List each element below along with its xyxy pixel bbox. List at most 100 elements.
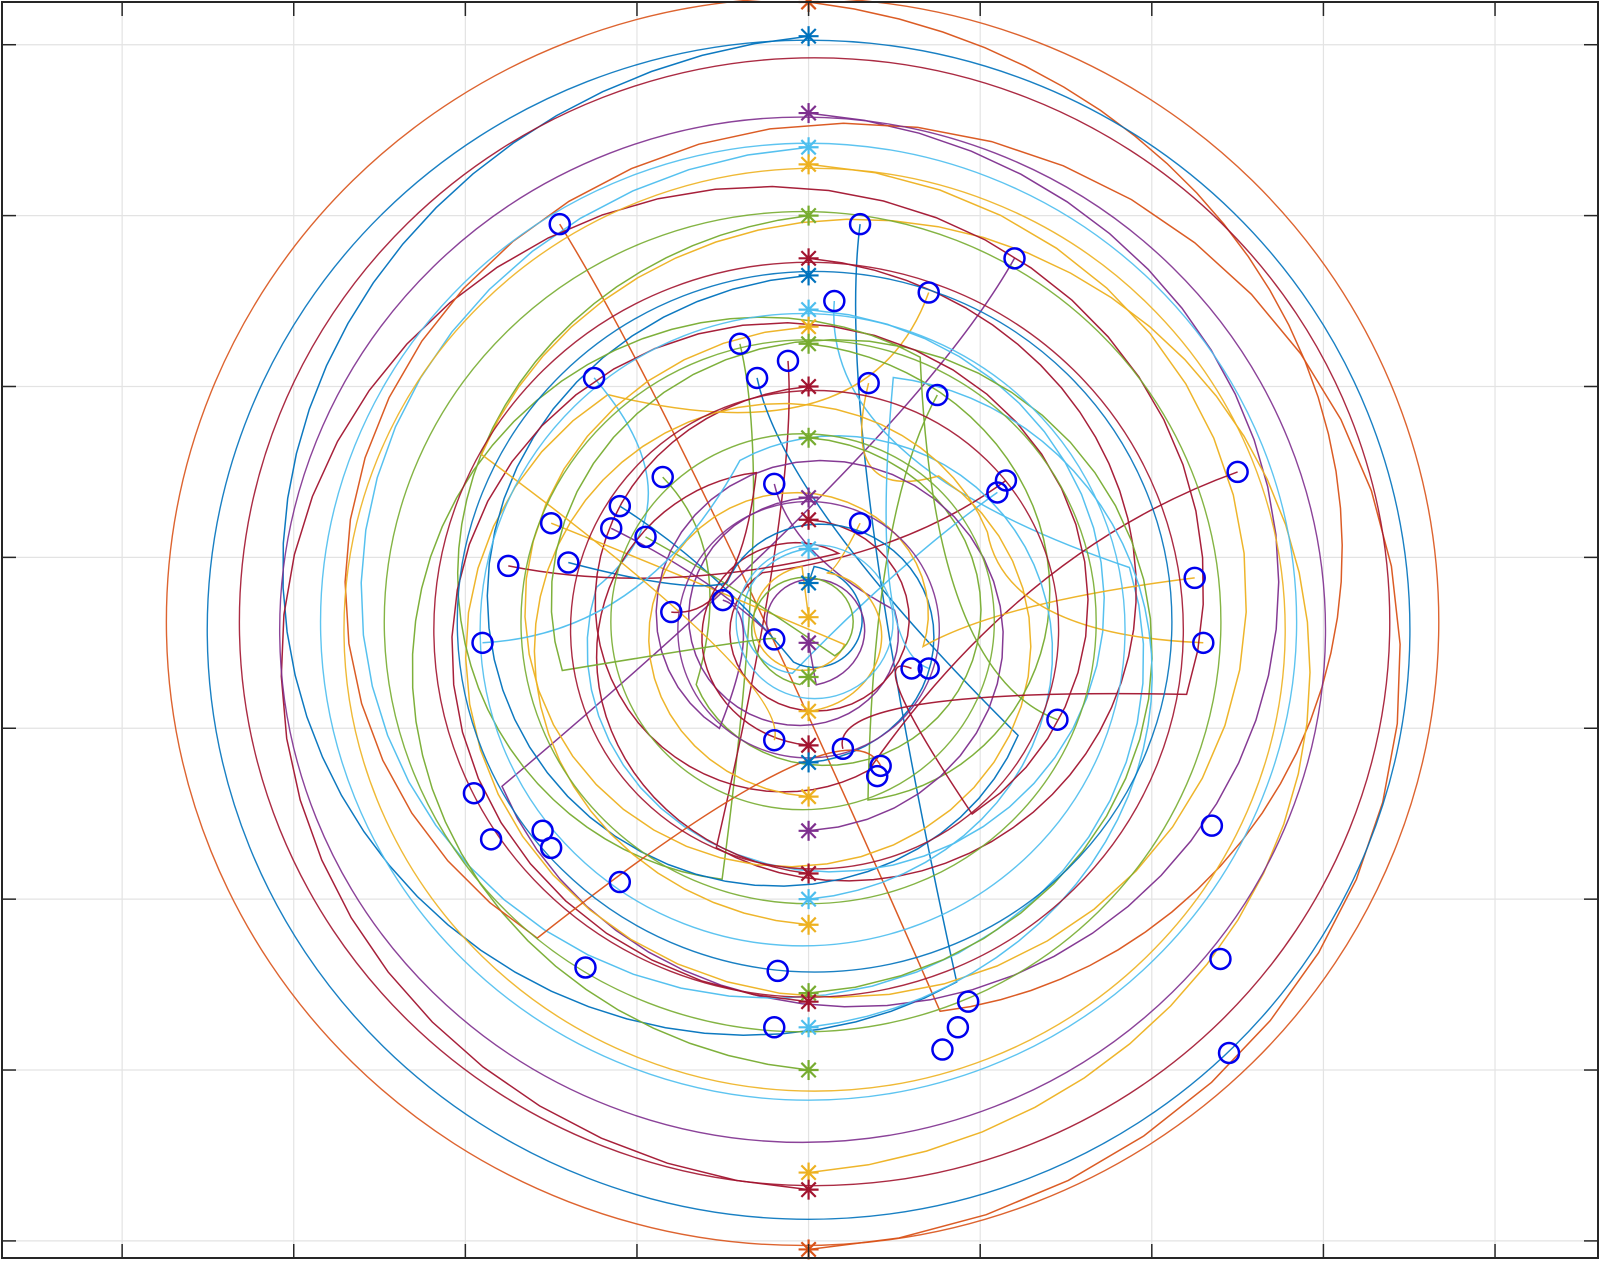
end-marker [956, 990, 980, 1013]
start-marker [798, 299, 819, 320]
start-marker [798, 1179, 819, 1200]
end-marker [763, 1016, 786, 1039]
start-marker-stroke [800, 250, 817, 267]
end-marker [848, 511, 872, 535]
start-marker-stroke [800, 1164, 817, 1181]
trajectory-line [808, 343, 1051, 801]
start-marker [798, 1017, 819, 1038]
trajectory-line [648, 491, 1195, 798]
end-markers [462, 212, 1249, 1065]
start-marker-stroke [800, 540, 817, 557]
start-marker [798, 752, 819, 773]
end-marker [823, 289, 846, 313]
trajectory-line [610, 527, 866, 686]
start-marker-stroke [800, 335, 817, 352]
end-marker [711, 588, 735, 612]
trajectory-line [594, 385, 1238, 793]
start-marker [798, 333, 819, 354]
end-marker [857, 371, 880, 395]
trajectory-line [550, 338, 1153, 994]
start-marker-stroke [800, 511, 817, 528]
trajectory-line [742, 491, 998, 675]
end-marker [479, 828, 503, 851]
end-marker [1217, 1041, 1241, 1065]
trajectory-line [360, 146, 1145, 1000]
end-marker [848, 212, 872, 236]
end-marker [728, 332, 752, 356]
orbit-ring [343, 167, 1286, 1092]
trajectory-line [508, 541, 841, 747]
end-marker [763, 628, 786, 651]
trajectory-line [559, 1, 1343, 1013]
end-marker [557, 551, 580, 574]
start-marker [798, 154, 819, 175]
start-marker [798, 316, 819, 337]
orbit-ring [610, 433, 996, 811]
start-marker [798, 487, 819, 508]
trajectory-line [729, 479, 1007, 712]
start-marker-stroke [800, 891, 817, 908]
trajectory-line [619, 505, 863, 669]
end-marker [660, 600, 683, 624]
end-marker [869, 754, 892, 778]
end-marker [599, 517, 623, 540]
start-marker-stroke [800, 105, 817, 122]
trajectory-line [411, 316, 1058, 1071]
end-marker [986, 481, 1009, 504]
start-marker [798, 701, 819, 722]
trajectory-lines [165, 0, 1440, 1251]
end-marker [766, 959, 789, 983]
trajectory-line [568, 523, 935, 764]
start-marker [798, 820, 819, 841]
end-marker [745, 366, 769, 390]
trajectory-line [645, 536, 854, 686]
end-marker [917, 281, 940, 304]
start-marker-stroke [800, 822, 817, 839]
trajectory-line [808, 522, 883, 712]
end-marker [931, 1038, 954, 1061]
end-marker [471, 631, 494, 655]
end-marker [763, 472, 786, 496]
trajectory-line [687, 483, 900, 727]
orbit-ring [479, 312, 1126, 947]
start-marker-stroke [800, 1181, 817, 1198]
start-marker [798, 205, 819, 226]
start-marker [798, 735, 819, 756]
start-marker-stroke [800, 737, 817, 754]
start-marker [798, 248, 819, 269]
start-marker-stroke [800, 429, 817, 446]
end-marker [462, 781, 486, 805]
orbit-ring [278, 116, 1327, 1144]
start-marker [798, 863, 819, 884]
trajectory-line [344, 122, 1401, 1251]
end-marker [831, 737, 855, 761]
start-marker [798, 1060, 819, 1081]
orbit-ring [456, 270, 1173, 973]
end-marker [1046, 708, 1069, 731]
start-marker-stroke [800, 865, 817, 882]
start-marker [798, 427, 819, 448]
end-marker [865, 764, 889, 788]
trajectory-line [595, 471, 809, 875]
end-marker [917, 657, 940, 680]
end-marker [539, 836, 563, 860]
end-marker [582, 366, 606, 390]
trajectory-line [524, 325, 1032, 868]
start-marker [798, 786, 819, 807]
start-marker-stroke [800, 575, 817, 591]
start-marker [798, 376, 819, 397]
trajectory-line [456, 214, 809, 881]
start-marker-stroke [800, 788, 817, 805]
end-marker [1209, 947, 1232, 971]
start-marker-stroke [800, 703, 817, 720]
end-marker [1183, 566, 1206, 590]
trajectory-line [280, 185, 1204, 1191]
start-marker-stroke [800, 28, 817, 45]
start-marker-stroke [800, 1062, 817, 1079]
start-marker-stroke [800, 669, 817, 685]
start-marker-stroke [800, 318, 817, 335]
start-marker-stroke [800, 207, 817, 224]
start-marker [798, 573, 819, 594]
